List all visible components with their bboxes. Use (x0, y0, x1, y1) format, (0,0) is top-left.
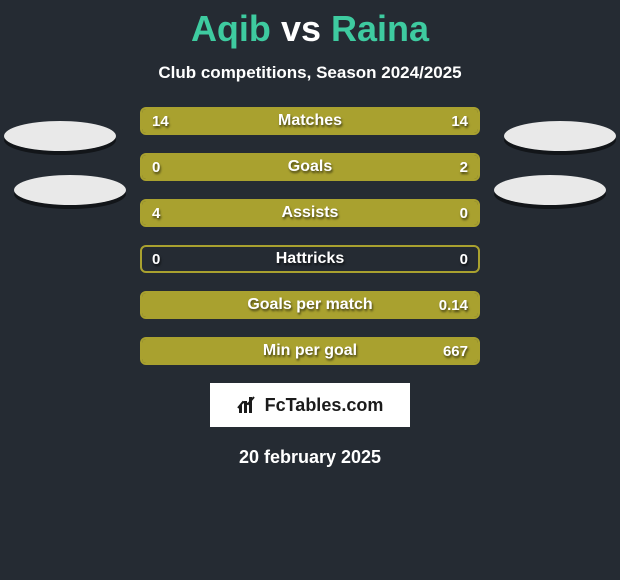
stat-bar-left (142, 201, 404, 225)
stat-value-right: 0 (460, 247, 468, 271)
subtitle: Club competitions, Season 2024/2025 (0, 63, 620, 83)
stat-bar-track: Matches1414 (140, 107, 480, 135)
stat-value-right: 0 (460, 201, 468, 225)
stat-value-left: 14 (152, 109, 169, 133)
date-text: 20 february 2025 (0, 447, 620, 468)
source-badge: FcTables.com (210, 383, 410, 427)
stat-row: Min per goal667 (70, 337, 550, 365)
chart-icon (237, 395, 259, 415)
stat-bar-track: Min per goal667 (140, 337, 480, 365)
stat-value-left: 0 (152, 155, 160, 179)
page-title: Aqib vs Raina (0, 8, 620, 49)
stat-row: Assists40 (70, 199, 550, 227)
stat-rows: Matches1414Goals02Assists40Hattricks00Go… (70, 107, 550, 365)
stat-value-left: 0 (152, 247, 160, 271)
stat-bar-track: Goals02 (140, 153, 480, 181)
stat-value-right: 2 (460, 155, 468, 179)
stat-value-right: 0.14 (439, 293, 468, 317)
stat-row: Goals per match0.14 (70, 291, 550, 319)
stat-value-right: 14 (451, 109, 468, 133)
stat-bar-track: Assists40 (140, 199, 480, 227)
title-player1: Aqib (191, 8, 271, 49)
stat-bar-track: Goals per match0.14 (140, 291, 480, 319)
comparison-infographic: Aqib vs Raina Club competitions, Season … (0, 0, 620, 580)
stat-label: Hattricks (142, 247, 478, 271)
title-vs: vs (281, 8, 321, 49)
title-player2: Raina (331, 8, 429, 49)
stat-bar-track: Hattricks0 0 (140, 245, 480, 273)
stat-row: Hattricks0 0 (70, 245, 550, 273)
stat-bar-left (142, 293, 438, 317)
stat-bar-left (142, 339, 438, 363)
source-badge-text: FcTables.com (265, 395, 384, 416)
stat-row: Goals02 (70, 153, 550, 181)
stat-row: Matches1414 (70, 107, 550, 135)
stat-value-left: 4 (152, 201, 160, 225)
stat-value-right: 667 (443, 339, 468, 363)
stat-bar-right (202, 155, 478, 179)
